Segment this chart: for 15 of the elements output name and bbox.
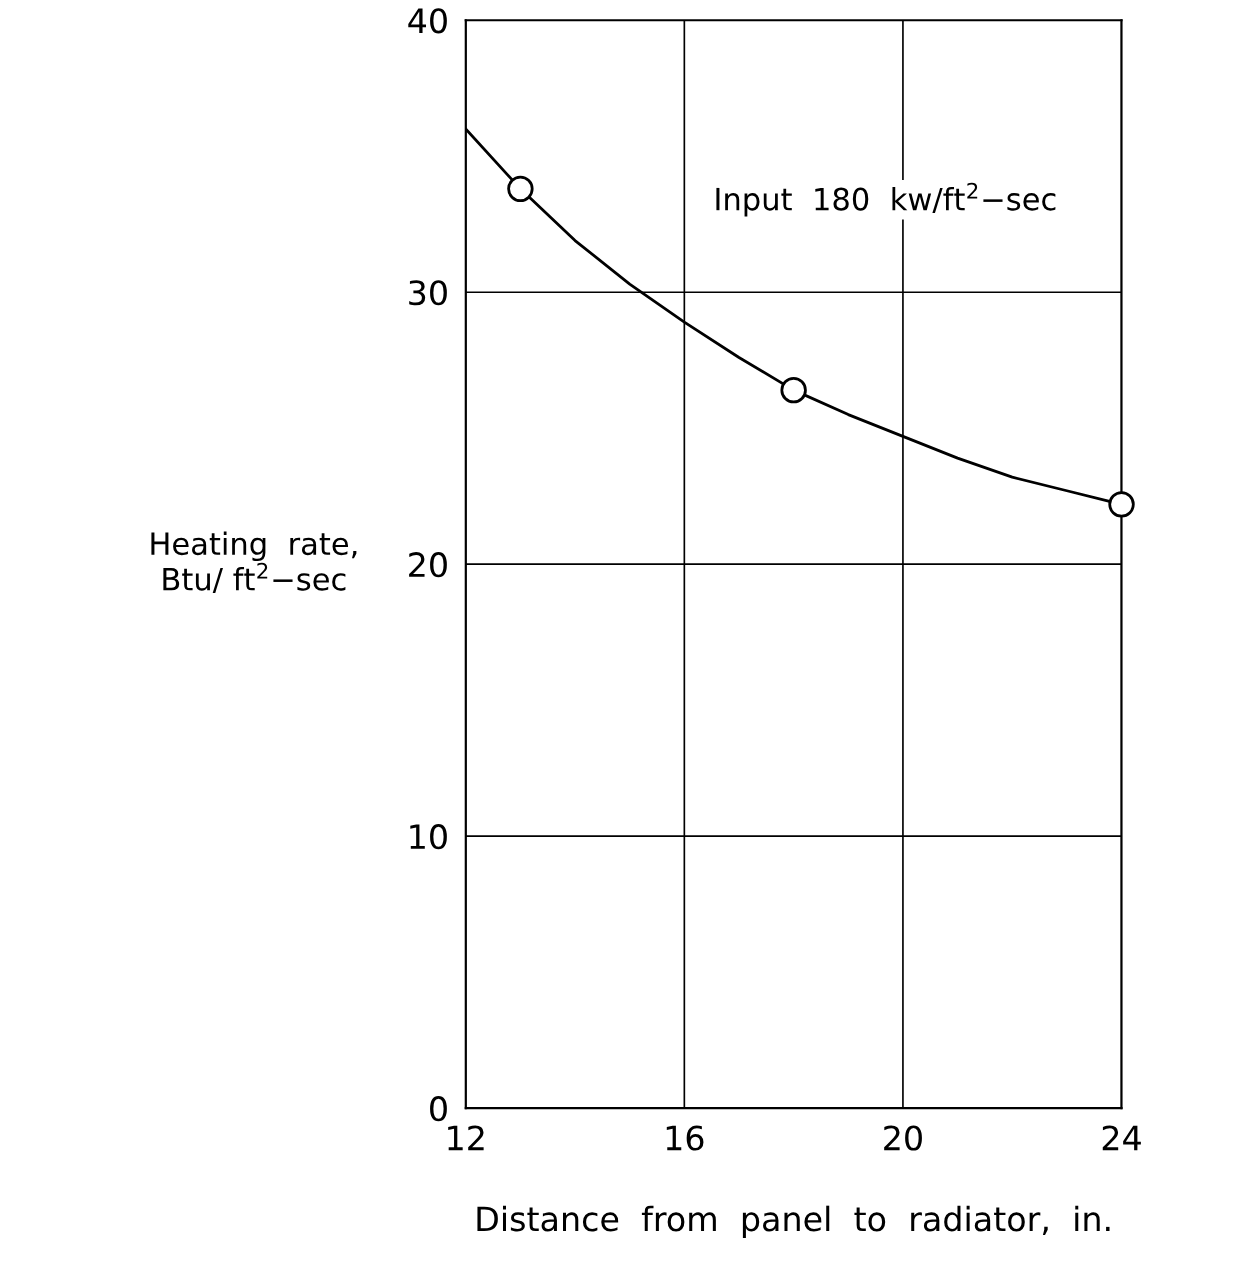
- x-tick-label: 24: [1102, 1125, 1141, 1151]
- x-tick-label: 20: [884, 1125, 922, 1151]
- point: [507, 175, 534, 203]
- y-tick-label: 10: [410, 824, 447, 850]
- point: [780, 376, 807, 404]
- y-tick-label: 0: [430, 1096, 447, 1122]
- x-axis-title: Distance from panel to radiator, in.: [477, 1205, 1110, 1238]
- x-tick-label: 12: [448, 1125, 484, 1151]
- x-tick-label: 16: [666, 1125, 704, 1151]
- y-tick-label: 20: [409, 552, 447, 578]
- point: [1108, 491, 1135, 518]
- y-tick-label: 40: [408, 8, 447, 34]
- annotation: Input 180 kw/ft$^{2}$−sec: [716, 182, 1056, 217]
- y-tick-label: 30: [409, 280, 447, 306]
- y-axis-title: Heating rate, Btu/ ft$^{2}$−sec: [151, 531, 357, 594]
